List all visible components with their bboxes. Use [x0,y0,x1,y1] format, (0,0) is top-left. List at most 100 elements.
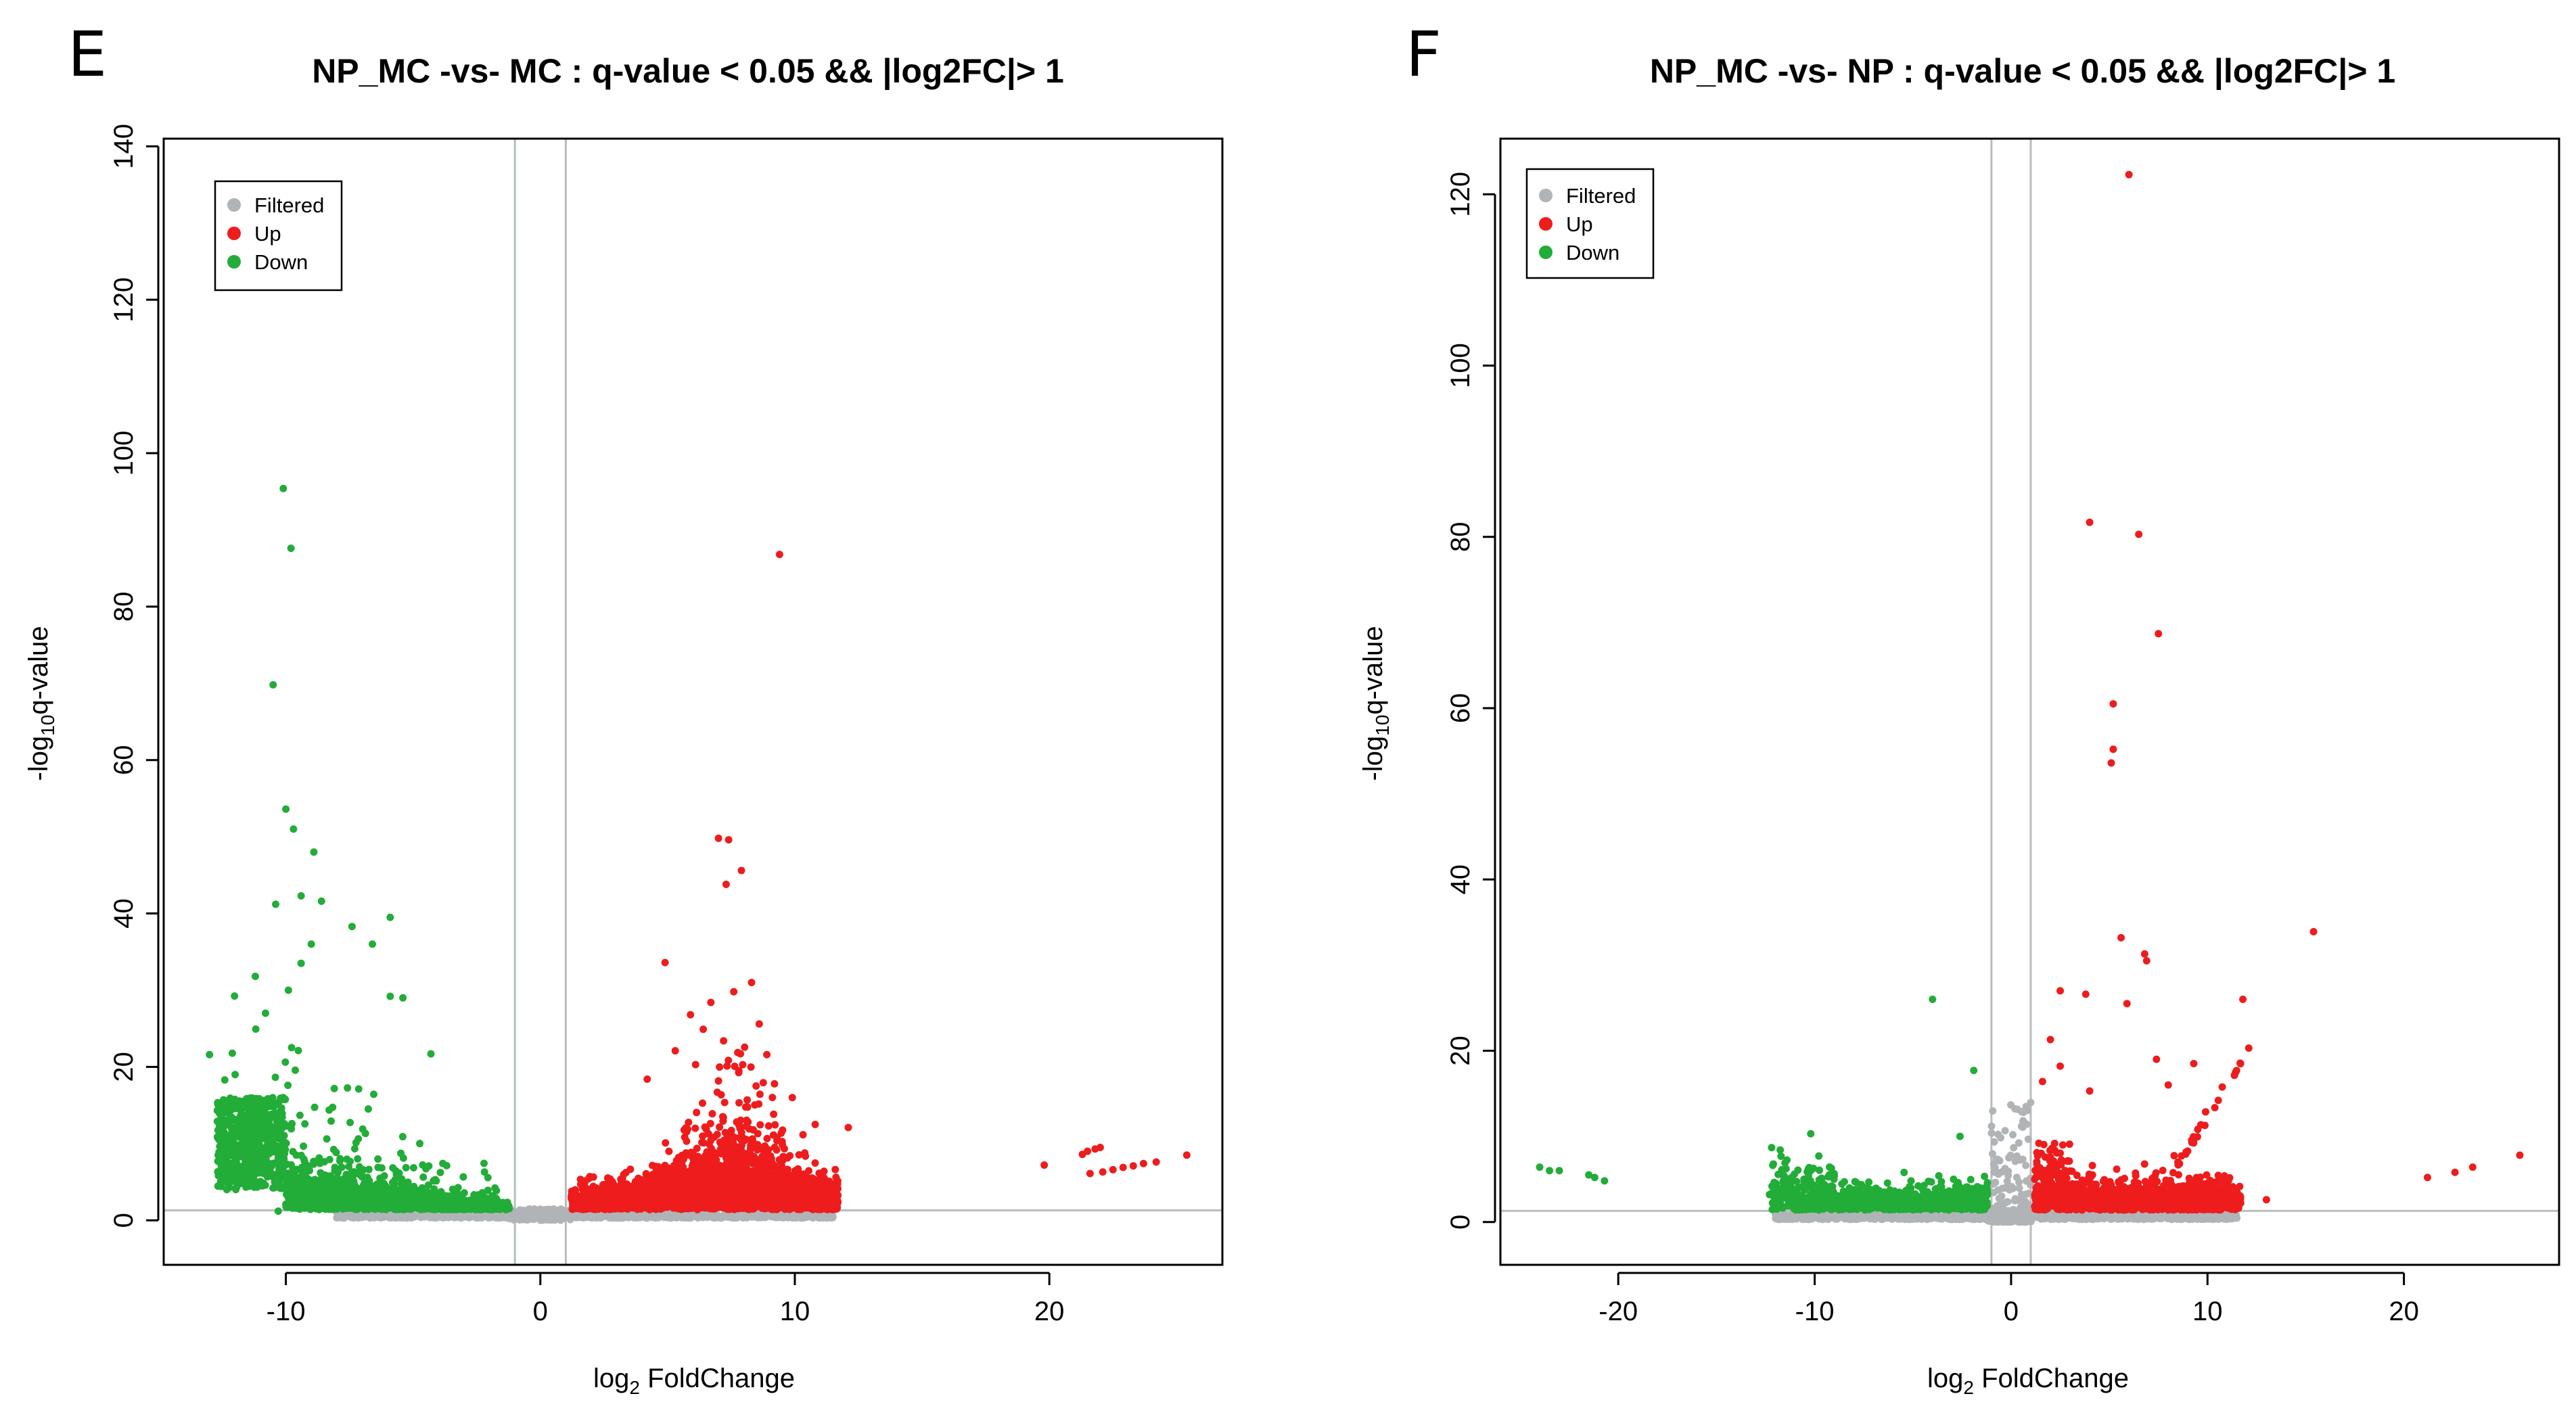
down-point [306,1167,314,1175]
down-point [323,1180,331,1188]
down-point [273,1158,281,1166]
down-point [484,1174,492,1182]
down-point [263,1159,271,1167]
threshold-lines-E [164,139,1222,1265]
down-point [382,1205,390,1213]
down-point [340,1189,348,1197]
down-point [374,1163,382,1171]
down-point [361,1179,369,1187]
down-point [245,1157,253,1165]
filtered-point [435,1213,443,1221]
filtered-point [526,1205,534,1213]
down-point [277,1166,285,1174]
down-point [343,1155,351,1163]
up-point [716,1063,724,1071]
down-point [364,1186,372,1194]
down-point [229,1142,237,1150]
filtered-point [554,1207,562,1215]
down-point [288,1044,296,1052]
filtered-point [638,1211,646,1219]
up-point [719,1113,727,1121]
down-point [329,1145,338,1153]
up-point [770,1110,778,1118]
down-point [398,1133,407,1141]
down-point [370,1203,378,1211]
down-point [221,1105,229,1113]
data-points-E [206,484,1191,1224]
filtered-point [615,1212,623,1220]
up-point [737,1136,745,1144]
up-point [781,1144,789,1153]
down-point [350,1178,358,1186]
down-point [354,1135,363,1143]
down-point [241,1173,249,1181]
down-point [241,1150,249,1158]
down-point [271,1184,279,1192]
down-point [364,1105,372,1113]
down-point [418,1188,426,1197]
down-point [252,1133,260,1141]
down-point [288,1204,296,1212]
filtered-point [797,1214,805,1222]
filtered-point [419,1212,427,1220]
filtered-point [528,1212,536,1220]
filtered-point [668,1212,676,1220]
volcano-plot-E: E NP_MC -vs- MC : q-value < 0.05 && |log… [24,18,1224,1398]
down-point [405,1188,413,1196]
up-point [831,1165,840,1174]
down-point [265,1165,273,1174]
down-point [419,1173,428,1181]
up-point [756,1090,764,1098]
up-point [756,1121,764,1129]
down-point [229,1126,237,1134]
up-point [683,1137,691,1145]
down-point [291,1066,299,1074]
down-point [257,1115,265,1123]
down-point [317,1192,325,1200]
down-point [275,1147,283,1155]
down-point [300,1142,308,1151]
down-point [245,1165,253,1174]
down-point [295,1199,303,1207]
down-point [246,1103,254,1111]
up-point [747,1063,755,1071]
down-point [459,1199,467,1207]
filtered-point [632,1212,640,1220]
down-point [329,1103,337,1111]
filtered-point [745,1211,753,1219]
filtered-point [654,1213,662,1222]
down-point [323,1135,331,1143]
down-point [229,1165,237,1173]
filtered-point [515,1210,523,1218]
down-point [298,1163,306,1171]
down-point [239,1141,248,1149]
filtered-point [821,1213,829,1222]
down-point [256,1153,264,1161]
down-point [231,992,239,1000]
down-point [251,1146,259,1154]
up-point [769,1131,777,1139]
filtered-point [506,1211,514,1219]
filtered-point [411,1211,419,1219]
down-point [242,1183,250,1191]
filtered-point [788,1213,796,1221]
filtered-point [474,1212,482,1220]
up-point [811,1159,819,1167]
up-point [736,1124,744,1132]
down-point [479,1204,487,1212]
down-point [448,1197,456,1205]
down-point [350,1144,359,1153]
down-point [261,1181,269,1189]
up-point [714,1077,722,1085]
down-point [487,1197,495,1205]
down-point [336,1157,344,1165]
filtered-point [626,1213,634,1221]
filtered-point [684,1213,692,1222]
down-point [215,1155,223,1163]
down-point [260,1127,268,1135]
down-point [442,1161,451,1169]
down-point [252,1178,260,1186]
down-point [398,1197,406,1205]
down-point [267,1131,275,1139]
down-point [407,1197,415,1205]
